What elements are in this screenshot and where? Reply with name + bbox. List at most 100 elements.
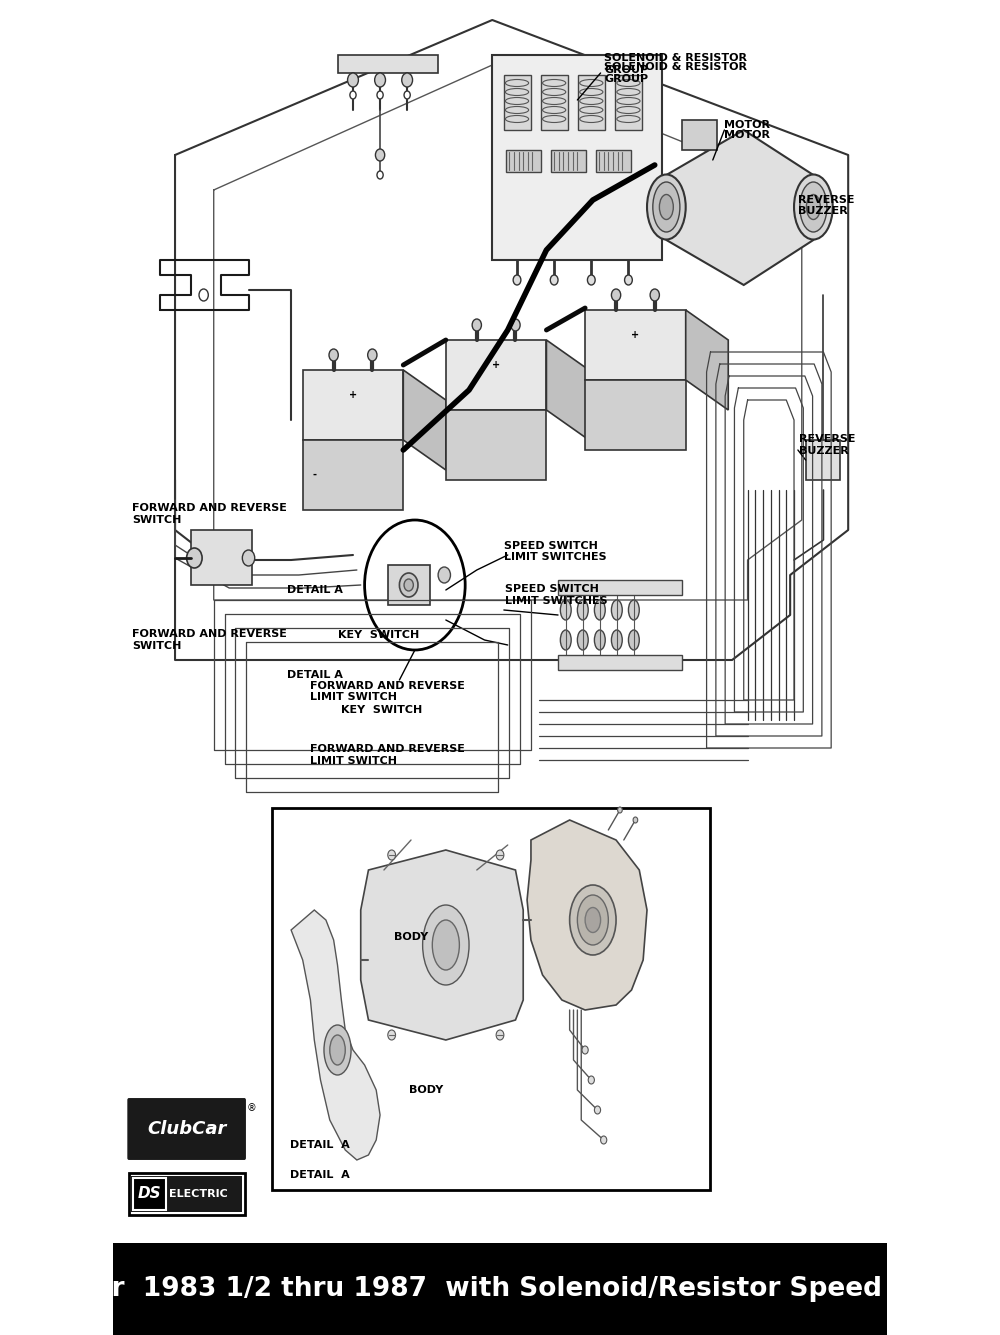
Polygon shape (303, 441, 403, 510)
Polygon shape (527, 820, 647, 1011)
Text: FORWARD AND REVERSE
SWITCH: FORWARD AND REVERSE SWITCH (132, 503, 287, 525)
Polygon shape (291, 910, 380, 1160)
Polygon shape (303, 370, 403, 441)
Text: REVERSE
BUZZER: REVERSE BUZZER (799, 434, 855, 455)
Polygon shape (585, 380, 686, 450)
Bar (615, 75, 642, 129)
Circle shape (438, 567, 450, 583)
Text: FORWARD AND REVERSE
LIMIT SWITCH: FORWARD AND REVERSE LIMIT SWITCH (310, 744, 465, 766)
Circle shape (618, 806, 622, 813)
Ellipse shape (432, 920, 459, 971)
Text: KEY  SWITCH: KEY SWITCH (338, 630, 419, 641)
Text: BODY: BODY (394, 932, 428, 943)
Ellipse shape (560, 599, 571, 619)
Circle shape (550, 275, 558, 284)
Ellipse shape (794, 175, 833, 239)
Ellipse shape (806, 195, 820, 219)
Bar (113, 1243, 887, 1335)
Ellipse shape (800, 182, 827, 232)
FancyBboxPatch shape (126, 1097, 247, 1161)
Text: SOLENOID & RESISTOR
GROUP: SOLENOID & RESISTOR GROUP (604, 53, 747, 75)
Circle shape (404, 91, 410, 99)
Ellipse shape (585, 908, 601, 933)
Ellipse shape (594, 599, 605, 619)
Bar (338, 55, 438, 73)
Text: KEY  SWITCH: KEY SWITCH (341, 705, 423, 716)
Circle shape (375, 150, 385, 162)
Polygon shape (446, 410, 546, 481)
Circle shape (588, 1076, 594, 1084)
Circle shape (350, 91, 356, 99)
Bar (272, 808, 710, 1189)
Text: SPEED SWITCH
LIMIT SWITCHES: SPEED SWITCH LIMIT SWITCHES (504, 541, 606, 562)
Bar (541, 75, 568, 129)
Circle shape (388, 850, 396, 860)
Circle shape (368, 348, 377, 360)
Bar (388, 565, 430, 605)
Ellipse shape (611, 599, 622, 619)
Text: +: + (349, 390, 357, 400)
Circle shape (199, 288, 208, 300)
Text: DETAIL A: DETAIL A (287, 670, 343, 680)
Circle shape (633, 817, 638, 822)
Circle shape (187, 547, 202, 567)
Circle shape (377, 91, 383, 99)
Ellipse shape (423, 905, 469, 985)
Polygon shape (666, 129, 813, 284)
Circle shape (348, 73, 358, 87)
Bar (129, 1173, 245, 1215)
Ellipse shape (577, 894, 608, 945)
Circle shape (375, 73, 385, 87)
Bar (190, 530, 252, 585)
Polygon shape (446, 340, 546, 410)
Text: MOTOR: MOTOR (724, 129, 770, 140)
Polygon shape (403, 370, 446, 470)
Circle shape (625, 275, 632, 284)
Circle shape (513, 275, 521, 284)
Bar (596, 150, 631, 172)
Circle shape (472, 319, 481, 331)
Circle shape (594, 1105, 601, 1113)
Text: SOLENOID & RESISTOR
GROUP: SOLENOID & RESISTOR GROUP (604, 63, 747, 84)
Text: REVERSE
BUZZER: REVERSE BUZZER (798, 195, 854, 216)
Bar (492, 55, 662, 260)
Circle shape (650, 288, 659, 300)
Text: ®: ® (246, 1103, 256, 1113)
Circle shape (582, 1047, 588, 1055)
Text: ELECTRIC: ELECTRIC (169, 1189, 228, 1199)
Bar (551, 150, 586, 172)
Polygon shape (585, 310, 686, 380)
Bar (578, 75, 605, 129)
Circle shape (611, 288, 621, 300)
Bar (806, 441, 840, 481)
Text: FORWARD AND REVERSE
SWITCH: FORWARD AND REVERSE SWITCH (132, 629, 287, 650)
Circle shape (242, 550, 255, 566)
Text: DETAIL A: DETAIL A (287, 585, 343, 595)
Ellipse shape (611, 630, 622, 650)
Text: Club Car  1983 1/2 thru 1987  with Solenoid/Resistor Speed Control: Club Car 1983 1/2 thru 1987 with Solenoi… (0, 1276, 1000, 1302)
Ellipse shape (594, 630, 605, 650)
Polygon shape (546, 340, 589, 441)
Text: DETAIL  A: DETAIL A (290, 1140, 349, 1151)
Polygon shape (686, 310, 728, 410)
Circle shape (404, 579, 413, 591)
Ellipse shape (647, 175, 686, 239)
Text: SPEED SWITCH
LIMIT SWITCHES: SPEED SWITCH LIMIT SWITCHES (505, 585, 608, 606)
Polygon shape (361, 850, 523, 1040)
Ellipse shape (653, 182, 680, 232)
Text: DS: DS (138, 1187, 161, 1202)
Text: DETAIL  A: DETAIL A (290, 1169, 349, 1180)
Circle shape (496, 850, 504, 860)
Bar (558, 655, 682, 670)
Ellipse shape (324, 1025, 351, 1075)
Circle shape (601, 1136, 607, 1144)
Bar (131, 1176, 242, 1212)
Ellipse shape (628, 630, 639, 650)
Ellipse shape (570, 885, 616, 955)
Bar (504, 75, 531, 129)
Text: +: + (631, 330, 639, 340)
Ellipse shape (659, 195, 673, 219)
Bar (133, 1177, 166, 1210)
Text: BODY: BODY (409, 1085, 444, 1095)
Text: FORWARD AND REVERSE
LIMIT SWITCH: FORWARD AND REVERSE LIMIT SWITCH (310, 681, 465, 702)
